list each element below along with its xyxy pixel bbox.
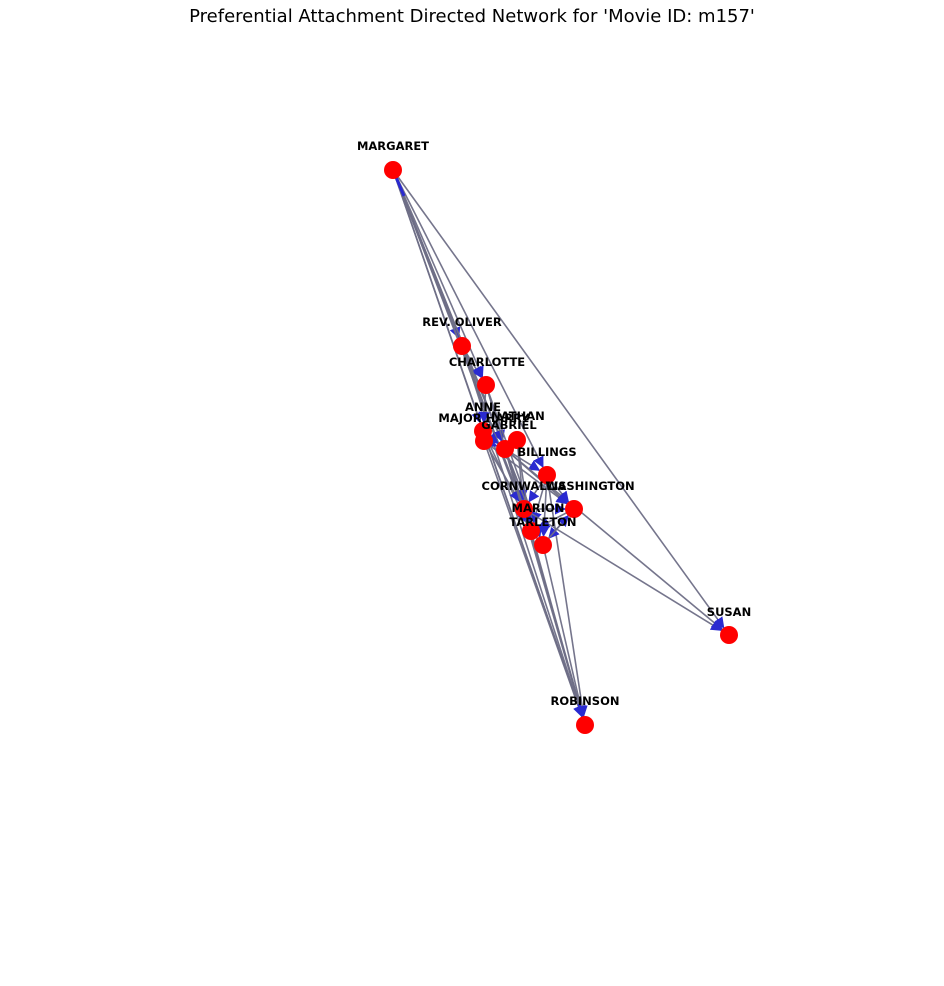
node-label-cornwallis: CORNWALLIS	[482, 479, 567, 493]
node-label-nathan: NATHAN	[491, 409, 545, 423]
edge-tarleton-to-robinson	[542, 544, 587, 718]
node-major-harry	[475, 432, 493, 450]
node-label-tarleton: TARLETON	[509, 515, 576, 529]
edge-margaret-to-billings	[392, 169, 544, 468]
node-marion	[522, 522, 540, 540]
node-robinson	[576, 716, 594, 734]
node-label-rev-oliver: REV. OLIVER	[422, 315, 502, 329]
node-rev-oliver	[453, 337, 471, 355]
node-washington	[565, 500, 583, 518]
node-label-anne: ANNE	[465, 400, 501, 414]
node-charlotte	[477, 376, 495, 394]
node-label-charlotte: CHARLOTTE	[449, 355, 525, 369]
node-label-marion: MARION	[512, 501, 565, 515]
node-gabriel	[496, 440, 514, 458]
edge-major-harry-to-robinson	[483, 440, 584, 718]
node-tarleton	[534, 536, 552, 554]
node-label-susan: SUSAN	[707, 605, 751, 619]
chart-title: Preferential Attachment Directed Network…	[189, 6, 755, 27]
node-label-washington: WASHINGTON	[545, 479, 634, 493]
nodes-layer	[384, 161, 738, 734]
node-billings	[538, 466, 556, 484]
node-cornwallis	[515, 500, 533, 518]
edge-billings-to-robinson	[546, 474, 588, 718]
edge-marion-to-robinson	[530, 530, 586, 718]
node-label-gabriel: GABRIEL	[481, 418, 537, 432]
node-label-major-harry: MAJOR HARRY	[438, 411, 530, 425]
node-label-billings: BILLINGS	[517, 445, 576, 459]
node-susan	[720, 626, 738, 644]
edge-margaret-to-susan	[392, 169, 725, 629]
node-label-margaret: MARGARET	[357, 139, 429, 153]
node-label-robinson: ROBINSON	[551, 694, 620, 708]
node-margaret	[384, 161, 402, 179]
